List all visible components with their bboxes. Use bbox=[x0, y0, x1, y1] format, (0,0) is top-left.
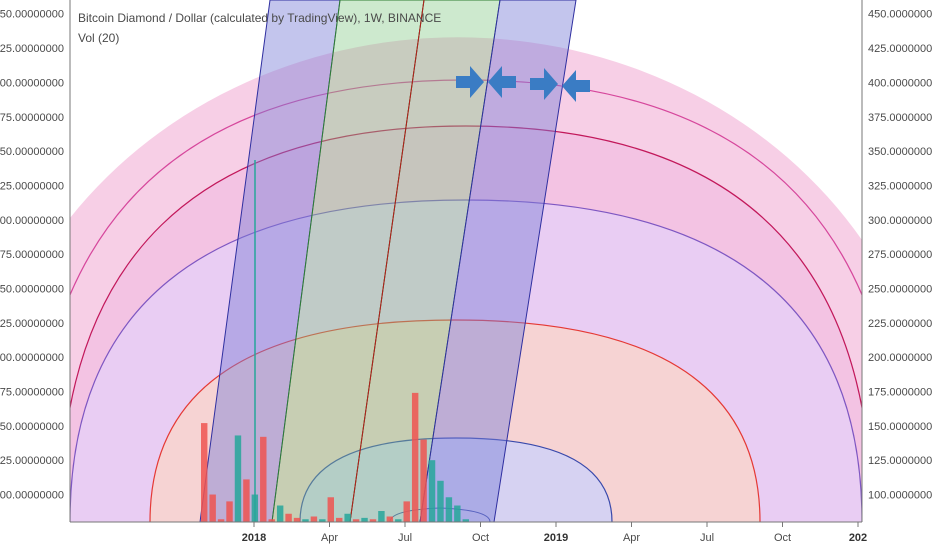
y-tick-label-right: 450.00000000 bbox=[868, 9, 932, 21]
y-tick-label-left: 150.00000000 bbox=[0, 421, 64, 433]
y-tick-label-left: 225.00000000 bbox=[0, 318, 64, 330]
volume-bar bbox=[327, 497, 334, 522]
y-tick-label-left: 275.00000000 bbox=[0, 249, 64, 261]
volume-bar bbox=[285, 513, 292, 522]
volume-bar bbox=[293, 517, 301, 522]
y-tick-label-right: 350.00000000 bbox=[868, 146, 932, 158]
volume-bar bbox=[395, 519, 402, 522]
drawing-layer bbox=[60, 0, 872, 522]
y-tick-label-left: 300.00000000 bbox=[0, 215, 64, 227]
y-tick-label-left: 125.00000000 bbox=[0, 455, 64, 467]
arrow-left-icon bbox=[562, 70, 590, 102]
arrow-annotations[interactable] bbox=[456, 66, 590, 102]
volume-bar bbox=[302, 519, 309, 522]
y-tick-label-left: 375.00000000 bbox=[0, 112, 64, 124]
volume-bar bbox=[209, 494, 216, 522]
volume-bar bbox=[310, 516, 318, 522]
y-tick-label-left: 450.00000000 bbox=[0, 9, 64, 21]
y-tick-label-right: 150.00000000 bbox=[868, 421, 932, 433]
x-tick-label: Jul bbox=[398, 532, 412, 544]
y-tick-label-right: 275.00000000 bbox=[868, 249, 932, 261]
fib-arc-purple-line[interactable] bbox=[70, 199, 862, 522]
chart-title: Bitcoin Diamond / Dollar (calculated by … bbox=[78, 11, 441, 25]
y-tick-label-right: 200.00000000 bbox=[868, 352, 932, 364]
x-tick-label: 2019 bbox=[544, 532, 568, 544]
x-tick-label: Apr bbox=[321, 532, 338, 544]
volume-bar bbox=[454, 505, 461, 522]
y-tick-label-right: 300.00000000 bbox=[868, 215, 932, 227]
volume-bar bbox=[234, 435, 242, 522]
channel-midline-red bbox=[349, 0, 425, 522]
x-tick-label: 2018 bbox=[242, 532, 266, 544]
volume-bar bbox=[344, 513, 351, 522]
y-tick-label-left: 175.00000000 bbox=[0, 387, 64, 399]
volume-bar bbox=[217, 519, 225, 522]
volume-bar bbox=[403, 501, 410, 522]
arrow-right-icon bbox=[530, 68, 558, 100]
fib-arc-blue-fill bbox=[300, 438, 612, 522]
volume-bar bbox=[201, 423, 208, 522]
volume-bars bbox=[201, 392, 469, 522]
y-tick-label-right: 250.00000000 bbox=[868, 283, 932, 295]
x-tick-label: Apr bbox=[623, 532, 640, 544]
arrow-right-icon bbox=[456, 66, 484, 98]
x-tick-label: Oct bbox=[472, 532, 489, 544]
y-tick-label-right: 425.00000000 bbox=[868, 43, 932, 55]
y-axis-left[interactable]: 450.00000000 425.00000000 400.00000000 375.… bbox=[0, 9, 64, 502]
indicator-label: Vol (20) bbox=[78, 31, 119, 45]
x-tick-label: 202 bbox=[849, 532, 867, 544]
y-tick-label-right: 125.00000000 bbox=[868, 455, 932, 467]
y-tick-label-right: 225.00000000 bbox=[868, 318, 932, 330]
y-tick-label-left: 350.00000000 bbox=[0, 146, 64, 158]
volume-bar bbox=[369, 519, 377, 522]
fib-arc-orange-fill bbox=[150, 320, 760, 522]
x-tick-label: Oct bbox=[774, 532, 791, 544]
volume-bar bbox=[462, 519, 469, 522]
volume-bar bbox=[336, 517, 343, 522]
y-tick-label-right: 100.00000000 bbox=[868, 490, 932, 502]
fib-arc-blue-line[interactable] bbox=[299, 437, 613, 522]
volume-bar bbox=[226, 501, 233, 522]
volume-bar bbox=[378, 511, 385, 522]
volume-bar bbox=[352, 519, 360, 522]
volume-bar bbox=[260, 436, 267, 522]
volume-bar bbox=[319, 519, 326, 522]
y-tick-label-left: 200.00000000 bbox=[0, 352, 64, 364]
y-tick-label-left: 100.00000000 bbox=[0, 490, 64, 502]
fib-arc-orange-line[interactable] bbox=[149, 319, 761, 522]
volume-bar bbox=[243, 479, 250, 522]
channel-band-green-left[interactable] bbox=[271, 0, 425, 522]
y-tick-label-left: 250.00000000 bbox=[0, 283, 64, 295]
fib-arc-red-line[interactable] bbox=[60, 125, 872, 522]
y-tick-label-right: 400.00000000 bbox=[868, 77, 932, 89]
volume-bar bbox=[361, 517, 368, 522]
x-tick-label: Jul bbox=[700, 532, 714, 544]
volume-bar bbox=[276, 505, 284, 522]
y-tick-label-right: 175.00000000 bbox=[868, 387, 932, 399]
channel-band-right[interactable] bbox=[419, 0, 577, 522]
volume-bar bbox=[420, 439, 427, 522]
channel-band-left[interactable] bbox=[199, 0, 341, 522]
y-tick-label-left: 400.00000000 bbox=[0, 77, 64, 89]
volume-bar bbox=[386, 516, 394, 522]
volume-bar bbox=[445, 497, 453, 522]
y-tick-label-right: 325.00000000 bbox=[868, 180, 932, 192]
y-tick-label-left: 325.00000000 bbox=[0, 180, 64, 192]
y-axis-right[interactable]: 450.00000000 425.00000000 400.00000000 375.… bbox=[868, 9, 932, 502]
volume-bar bbox=[437, 480, 444, 522]
arrow-left-icon bbox=[488, 66, 516, 98]
y-tick-label-right: 375.00000000 bbox=[868, 112, 932, 124]
x-axis[interactable]: 2018 Apr Jul Oct 2019 Apr Jul Oct 202 bbox=[242, 522, 867, 544]
volume-bar bbox=[268, 519, 275, 522]
volume-bar bbox=[428, 460, 436, 522]
volume-bar bbox=[411, 392, 419, 522]
y-tick-label-left: 425.00000000 bbox=[0, 43, 64, 55]
